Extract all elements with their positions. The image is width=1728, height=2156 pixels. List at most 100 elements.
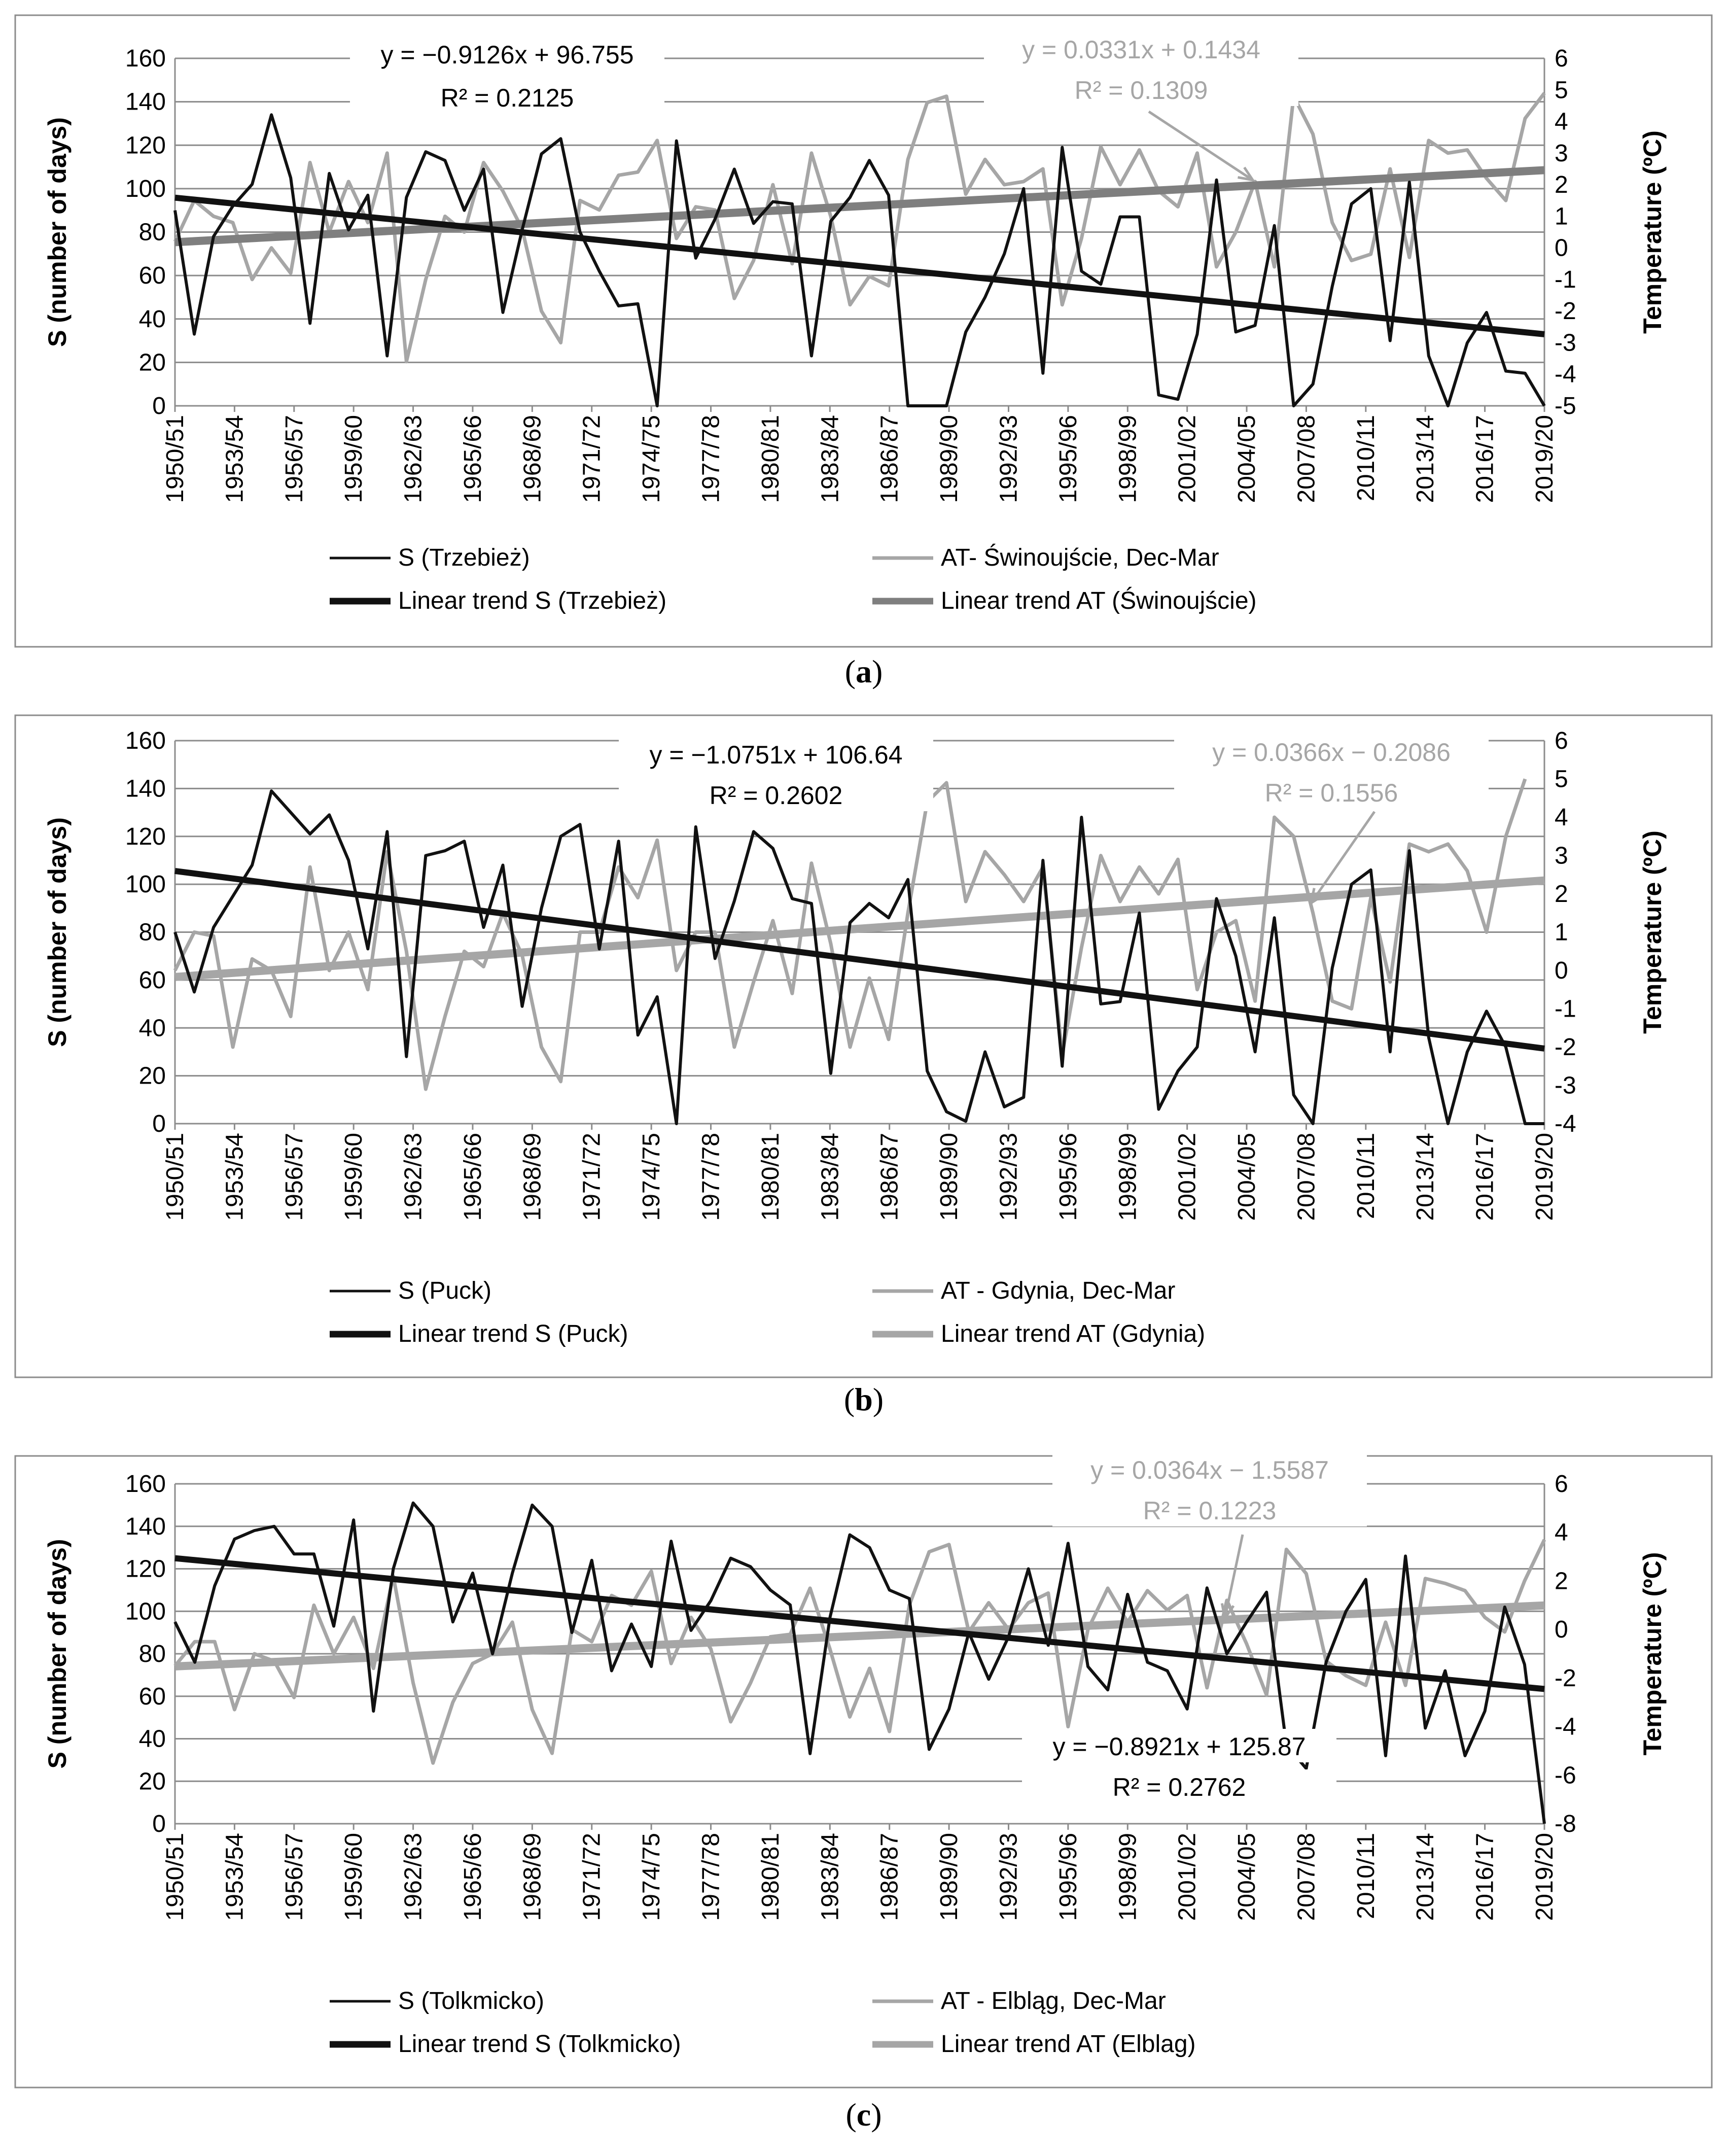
x-tick-label: 1968/69 xyxy=(519,415,546,503)
y-tick-right: -8 xyxy=(1555,1811,1576,1837)
x-tick-label: 1950/51 xyxy=(162,415,189,503)
panel-caption: (a) xyxy=(845,653,883,689)
y-tick-left: 100 xyxy=(125,176,166,202)
caption-paren: ) xyxy=(871,2097,881,2133)
y-tick-right: 6 xyxy=(1555,45,1568,72)
x-tick-label: 1971/72 xyxy=(579,1833,606,1921)
y-tick-left: 40 xyxy=(139,1015,166,1041)
x-tick-label: 1974/75 xyxy=(638,415,665,503)
x-tick-label: 1998/99 xyxy=(1114,415,1141,503)
y-tick-right: 0 xyxy=(1555,1616,1568,1643)
caption-paren: ( xyxy=(844,1381,855,1417)
x-tick-label: 1959/60 xyxy=(340,1833,367,1921)
caption-label: c xyxy=(857,2097,871,2133)
x-tick-label: 1965/66 xyxy=(460,415,486,503)
x-tick-label: 1992/93 xyxy=(995,1833,1022,1921)
y-tick-right: 3 xyxy=(1555,140,1568,167)
y-tick-left: 60 xyxy=(139,262,166,289)
trend-equation-s: y = −0.8921x + 125.87 xyxy=(1052,1732,1306,1761)
annotation-arrow xyxy=(1223,1534,1244,1619)
x-tick-label: 2001/02 xyxy=(1174,1833,1201,1921)
y-axis-left-title: S (number of days) xyxy=(43,1539,72,1769)
legend-label: Linear trend AT (Gdynia) xyxy=(941,1320,1205,1347)
caption-paren: ( xyxy=(845,653,856,689)
x-tick-label: 1992/93 xyxy=(995,415,1022,503)
y-tick-left: 80 xyxy=(139,219,166,246)
y-axis-right-title: Temperature (ºC) xyxy=(1638,1552,1667,1756)
y-tick-left: 0 xyxy=(152,1811,166,1837)
y-tick-right: 0 xyxy=(1555,957,1568,984)
x-tick-label: 1980/81 xyxy=(757,1833,784,1921)
x-tick-label: 1953/54 xyxy=(221,415,248,503)
x-tick-label: 2013/14 xyxy=(1412,1833,1439,1921)
y-tick-right: 2 xyxy=(1555,1568,1568,1594)
y-tick-left: 160 xyxy=(125,45,166,72)
x-tick-label: 2007/08 xyxy=(1293,1833,1320,1921)
trend-line-at xyxy=(174,1601,1545,1671)
x-tick-label: 1968/69 xyxy=(519,1833,546,1921)
chart-frame xyxy=(14,1455,1713,2089)
annotation-arrow xyxy=(1148,110,1254,182)
y-tick-right: 2 xyxy=(1555,171,1568,198)
y-tick-left: 140 xyxy=(125,1513,166,1540)
trend-equation-s: y = −1.0751x + 106.64 xyxy=(649,741,902,769)
x-tick-label: 1995/96 xyxy=(1055,1833,1082,1921)
x-tick-label: 1953/54 xyxy=(221,1833,248,1921)
trend-r2-s-bg xyxy=(350,80,664,114)
trend-r2-at: R² = 0.1309 xyxy=(1075,76,1208,105)
x-tick-label: 2010/11 xyxy=(1353,415,1380,501)
x-tick-label: 1971/72 xyxy=(579,1133,606,1221)
x-tick-label: 1989/90 xyxy=(936,1133,963,1221)
trend-equation-at: y = 0.0331x + 0.1434 xyxy=(1022,36,1260,64)
caption-paren: ) xyxy=(873,1381,884,1417)
trend-equation-s: y = −0.9126x + 96.755 xyxy=(380,41,633,69)
x-tick-label: 2013/14 xyxy=(1412,415,1439,503)
trend-line-s xyxy=(174,867,1545,1052)
trend-line-s xyxy=(174,194,1545,337)
x-tick-label: 1959/60 xyxy=(340,415,367,503)
y-tick-right: -2 xyxy=(1555,1665,1576,1692)
y-tick-right: -1 xyxy=(1555,266,1576,293)
series-line-s xyxy=(173,1501,1546,1824)
y-tick-left: 0 xyxy=(152,393,166,420)
y-tick-right: 0 xyxy=(1555,235,1568,262)
trend-r2-at: R² = 0.1556 xyxy=(1265,779,1398,807)
x-tick-label: 1989/90 xyxy=(936,415,963,503)
x-tick-label: 1986/87 xyxy=(876,1133,903,1221)
trend-r2-at: R² = 0.1223 xyxy=(1143,1497,1277,1525)
y-tick-right: 4 xyxy=(1555,804,1568,831)
trend-equation-s-bg xyxy=(350,37,664,71)
x-tick-label: 1956/57 xyxy=(281,1133,308,1221)
y-tick-right: 6 xyxy=(1555,727,1568,754)
x-tick-label: 2016/17 xyxy=(1472,415,1499,503)
panel-caption: (c) xyxy=(845,2097,881,2133)
caption-label: a xyxy=(856,653,872,689)
x-tick-label: 2004/05 xyxy=(1233,415,1260,503)
x-tick-label: 1962/63 xyxy=(400,415,427,503)
x-tick-label: 2019/20 xyxy=(1531,415,1558,503)
x-tick-label: 1977/78 xyxy=(698,1133,725,1221)
y-tick-right: 4 xyxy=(1555,1519,1568,1546)
trend-equation-s-bg xyxy=(1022,1729,1336,1762)
series-line-at xyxy=(173,778,1527,1091)
y-tick-right: 3 xyxy=(1555,843,1568,870)
trend-equation-at: y = 0.0366x − 0.2086 xyxy=(1212,738,1451,767)
chart-panel-c: 0 20 40 60 80 100 120 140 160 -8 -6 -4 -2 0 2 4 6 1950/51… xyxy=(14,1452,1713,2133)
x-tick-label: 1998/99 xyxy=(1114,1133,1141,1221)
x-tick-label: 2007/08 xyxy=(1293,415,1320,503)
y-tick-right: -4 xyxy=(1555,361,1576,388)
y-tick-right: 1 xyxy=(1555,919,1568,946)
x-tick-label: 1992/93 xyxy=(995,1133,1022,1221)
x-tick-label: 1995/96 xyxy=(1055,1133,1082,1221)
y-tick-left: 160 xyxy=(125,1471,166,1498)
x-tick-label: 2004/05 xyxy=(1233,1133,1260,1221)
x-tick-label: 2010/11 xyxy=(1353,1833,1380,1919)
y-tick-right: -6 xyxy=(1555,1762,1576,1789)
y-tick-left: 160 xyxy=(125,727,166,754)
x-tick-label: 2001/02 xyxy=(1174,1133,1201,1221)
trend-r2-s: R² = 0.2602 xyxy=(710,781,843,810)
x-tick-label: 2007/08 xyxy=(1293,1133,1320,1221)
annotation-arrowhead xyxy=(1309,888,1325,906)
x-tick-label: 1965/66 xyxy=(460,1833,486,1921)
